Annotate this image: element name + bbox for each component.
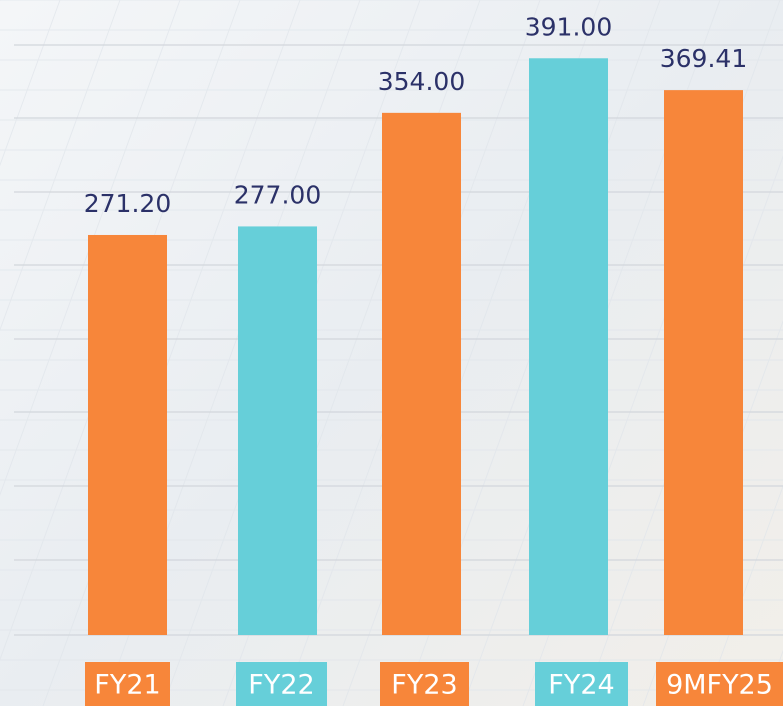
value-label: 271.20 — [84, 189, 171, 218]
bar — [382, 113, 461, 635]
x-tick-label: FY24 — [548, 670, 614, 701]
value-label: 369.41 — [660, 44, 747, 73]
page: {"chart_data": {"type": "bar", "categori… — [0, 0, 783, 706]
bar — [664, 90, 743, 635]
value-label: 277.00 — [234, 180, 321, 209]
bar — [529, 58, 608, 635]
value-label: 354.00 — [378, 67, 465, 96]
x-tick-label: FY21 — [94, 670, 160, 701]
bar — [238, 226, 317, 635]
chart: 271.20 FY21 277.00 FY22 354.00 FY23 391.00 FY24… — [0, 0, 783, 706]
x-tick-label: FY22 — [248, 670, 314, 701]
value-label: 391.00 — [525, 12, 612, 41]
x-tick-label: FY23 — [391, 670, 457, 701]
x-tick-label: 9MFY25 — [666, 670, 773, 701]
bar — [88, 235, 167, 635]
